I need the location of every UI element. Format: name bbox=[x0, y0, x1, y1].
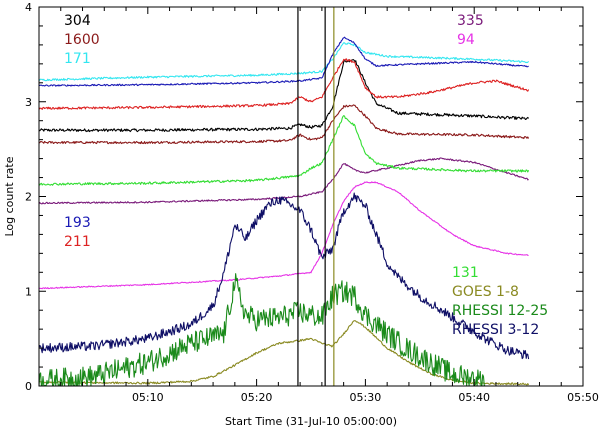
legend-entry: 211 bbox=[64, 234, 91, 250]
series-line-304 bbox=[38, 59, 530, 133]
legend-entry: 171 bbox=[64, 51, 91, 67]
legend-entry: 131 bbox=[452, 265, 479, 281]
y-tick-label: 2 bbox=[25, 191, 32, 204]
axis-ticks bbox=[38, 6, 584, 387]
x-tick-label: 05:20 bbox=[241, 391, 273, 404]
legend-entry: RHESSI 12-25 bbox=[452, 303, 548, 319]
legend-entry: 193 bbox=[64, 215, 91, 231]
y-tick-label: 4 bbox=[25, 1, 32, 14]
y-tick-label: 0 bbox=[25, 380, 32, 393]
y-tick-label: 3 bbox=[25, 96, 32, 109]
legend-entry: RHESSI 3-12 bbox=[452, 322, 539, 338]
legend-entry: 335 bbox=[457, 13, 484, 29]
series-line-131 bbox=[38, 115, 530, 186]
x-tick-label: 05:40 bbox=[458, 391, 490, 404]
series-line-94 bbox=[38, 181, 529, 290]
legend-entry: 94 bbox=[457, 32, 475, 48]
legend-entry: GOES 1-8 bbox=[452, 284, 519, 300]
series-line-rhessi-3-12 bbox=[38, 192, 530, 360]
legend-entry: 304 bbox=[64, 13, 91, 29]
legend-entry: 1600 bbox=[64, 32, 100, 48]
x-tick-label: 05:30 bbox=[350, 391, 382, 404]
event-lines bbox=[297, 7, 335, 386]
series-line-193 bbox=[38, 36, 529, 87]
series-line-211 bbox=[38, 58, 530, 110]
series-layer bbox=[38, 36, 530, 387]
x-axis-title: Start Time (31-Jul-10 05:00:00) bbox=[225, 415, 397, 428]
series-line-335 bbox=[38, 157, 529, 205]
series-line-rhessi-12-25 bbox=[38, 273, 486, 387]
axis-tick-labels: 05:10 05:20 05:30 05:40 05:50 0 1 2 3 4 bbox=[25, 1, 599, 404]
y-axis-title: Log count rate bbox=[3, 156, 16, 236]
series-line-1600 bbox=[38, 104, 530, 145]
legend: 304 1600 171 335 94 193 211 131 GOES 1-8 RHESSI 1… bbox=[64, 13, 548, 338]
y-tick-label: 1 bbox=[25, 285, 32, 298]
x-tick-label: 05:50 bbox=[567, 391, 599, 404]
series-line-171 bbox=[38, 42, 530, 82]
x-tick-label: 05:10 bbox=[132, 391, 164, 404]
